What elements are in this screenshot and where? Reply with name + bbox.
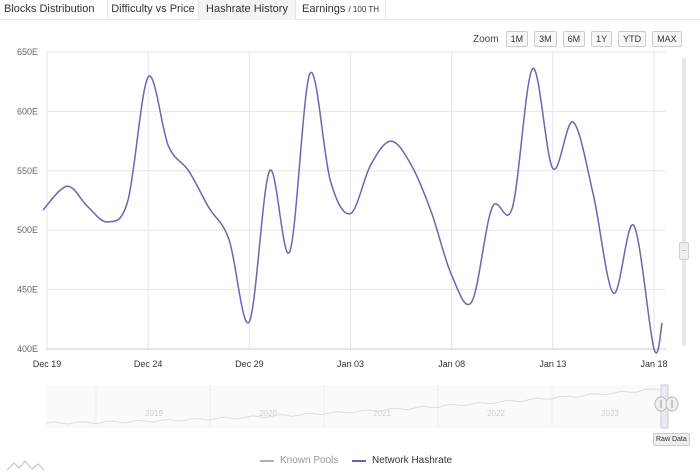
- y-tick-label: 450E: [17, 285, 38, 295]
- x-tick-label: Jan 08: [438, 359, 465, 369]
- grid: [46, 51, 666, 350]
- y-scrollbar-handle[interactable]: [679, 242, 689, 260]
- tab-difficulty-vs-price[interactable]: Difficulty vs Price: [108, 0, 199, 20]
- zoom-6m-button[interactable]: 6M: [562, 31, 586, 47]
- mountain-logo-icon: [6, 460, 45, 471]
- x-tick-label: Dec 24: [134, 359, 163, 369]
- zoom-1m-button[interactable]: 1M: [505, 31, 529, 47]
- legend-swatch-known-pools: [260, 459, 274, 462]
- navigator-year-label: 2023: [601, 409, 619, 418]
- zoom-max-button[interactable]: MAX: [652, 31, 682, 47]
- tab-earnings-label: Earnings: [301, 3, 346, 15]
- y-tick-label: 650E: [17, 47, 38, 57]
- legend-label-network-hashrate: Network Hashrate: [372, 455, 453, 466]
- navigator-year-label: 2022: [487, 409, 505, 418]
- x-tick-label: Jan 18: [640, 359, 667, 369]
- navigator-year-label: 2021: [373, 409, 391, 418]
- y-tick-label: 600E: [17, 106, 38, 116]
- navigator-year-label: 2020: [259, 409, 277, 418]
- navigator-series: [45, 388, 661, 425]
- legend-item-known-pools[interactable]: Known Pools: [260, 455, 338, 466]
- navigator-year-label: 2019: [145, 409, 163, 418]
- legend-label-known-pools: Known Pools: [280, 455, 339, 466]
- tab-hashrate-history[interactable]: Hashrate History: [199, 0, 296, 20]
- navigator[interactable]: 2019 2020 2021 2022 2023: [45, 384, 679, 429]
- tab-earnings[interactable]: Earnings / 100 TH: [296, 0, 386, 20]
- y-axis: 400E 450E 500E 550E 600E 650E: [17, 47, 38, 354]
- series-layer: [42, 67, 663, 354]
- y-tick-label: 400E: [17, 344, 38, 354]
- series-line-network-hashrate: [42, 67, 663, 354]
- navigator-background[interactable]: [46, 385, 668, 428]
- x-axis: Dec 19 Dec 24 Dec 29 Jan 03 Jan 08 Jan 13 Jan …: [33, 359, 668, 369]
- zoom-3m-button[interactable]: 3M: [534, 31, 557, 47]
- y-scrollbar-track[interactable]: [682, 58, 686, 346]
- zoom-controls: Zoom 1M 3M 6M 1Y YTD MAX: [473, 31, 682, 47]
- tab-earnings-suffix: / 100 TH: [348, 5, 380, 14]
- zoom-ytd-button[interactable]: YTD: [618, 31, 647, 47]
- tab-bar: Blocks Distribution Difficulty vs Price …: [0, 0, 700, 20]
- y-scrollbar[interactable]: [677, 52, 691, 352]
- y-tick-label: 500E: [17, 225, 38, 235]
- x-tick-label: Jan 13: [539, 359, 566, 369]
- legend-item-network-hashrate[interactable]: Network Hashrate: [352, 455, 452, 466]
- y-tick-label: 550E: [17, 166, 38, 176]
- x-tick-label: Dec 19: [33, 359, 62, 369]
- zoom-1y-button[interactable]: 1Y: [591, 31, 613, 47]
- zoom-label: Zoom: [473, 33, 499, 45]
- x-tick-label: Dec 29: [235, 359, 264, 369]
- legend-swatch-network-hashrate: [352, 459, 366, 462]
- tab-blocks-distribution[interactable]: Blocks Distribution: [4, 0, 108, 20]
- x-tick-label: Jan 03: [337, 359, 364, 369]
- raw-data-button[interactable]: Raw Data: [653, 433, 690, 446]
